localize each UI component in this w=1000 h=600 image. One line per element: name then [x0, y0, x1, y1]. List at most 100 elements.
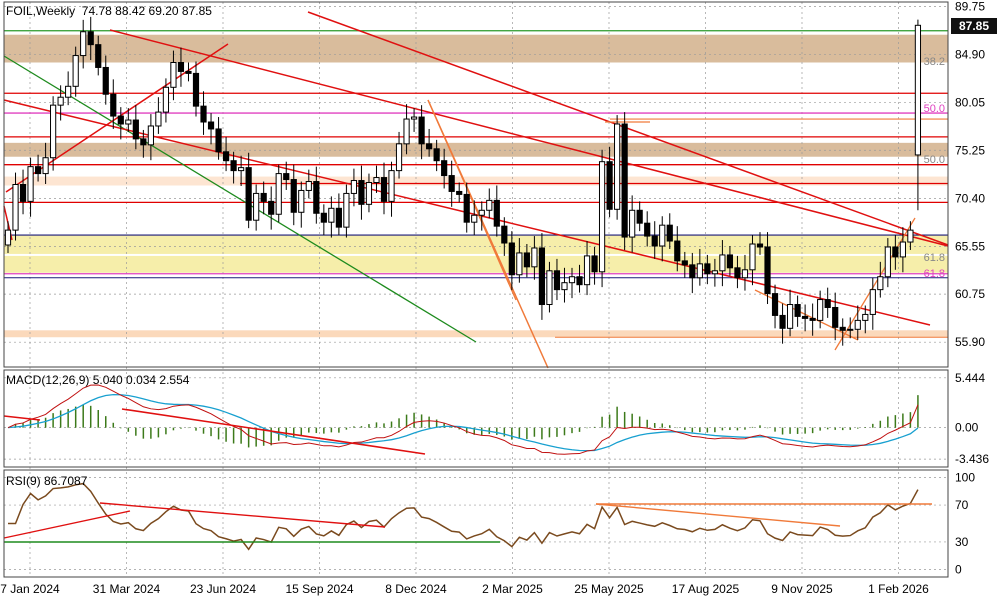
candle-body	[907, 229, 914, 243]
candle-body	[426, 143, 433, 150]
candle-body	[636, 209, 643, 224]
candle-body	[433, 148, 440, 162]
candle-body	[260, 192, 267, 202]
candle-body	[283, 173, 290, 181]
candle-body	[538, 247, 546, 306]
candle-body	[245, 167, 252, 221]
time-tick-label: 17 Aug 2025	[672, 582, 740, 596]
rsi-trend-line	[3, 510, 131, 539]
macd-tick-label: 0.00	[955, 421, 979, 435]
candle-body	[448, 175, 455, 192]
candle-body	[207, 121, 215, 130]
time-tick-label: 9 Nov 2025	[771, 582, 833, 596]
rsi-tick-label: 100	[955, 470, 975, 484]
candle-body	[832, 306, 839, 328]
price-zones	[4, 34, 948, 338]
candle-body	[583, 255, 591, 286]
candle-body	[869, 289, 876, 315]
price-tick-label: 84.90	[955, 48, 985, 62]
fib-level-label: 50.0	[924, 103, 945, 115]
candle-body	[170, 62, 177, 88]
price-tick-label: 80.05	[955, 96, 985, 110]
candle-body	[606, 161, 613, 210]
fib-level-label: 61.8	[924, 268, 945, 280]
fib-level-label: 61.8	[924, 252, 945, 264]
trend-line	[109, 29, 949, 247]
candle-body	[441, 160, 448, 177]
candle-body	[177, 62, 185, 72]
price-tick-label: 70.40	[955, 191, 985, 205]
price-zone	[4, 176, 948, 186]
candle-body	[696, 263, 703, 279]
rsi-line	[8, 482, 919, 551]
grid-lines	[4, 2, 948, 577]
time-tick-label: 2 Mar 2025	[482, 582, 543, 596]
candle-body	[659, 224, 666, 247]
candle-body	[756, 243, 764, 248]
fib-level-label: 38.2	[924, 56, 945, 68]
time-tick-label: 25 May 2025	[574, 582, 644, 596]
candle-body	[388, 170, 395, 202]
candle-body	[50, 104, 57, 159]
macd-panel	[3, 384, 919, 455]
rsi-panel	[3, 482, 932, 551]
candle-body	[380, 177, 388, 202]
candle-body	[110, 93, 117, 117]
candle-body	[478, 209, 485, 216]
candle-body	[140, 138, 147, 146]
candle-body	[155, 111, 162, 127]
price-zone	[4, 142, 948, 157]
candle-body	[365, 182, 373, 205]
time-tick-label: 31 Mar 2024	[93, 582, 161, 596]
candle-body	[95, 44, 102, 68]
candle-body	[786, 304, 794, 329]
candle-body	[523, 252, 530, 268]
candle-body	[734, 267, 741, 279]
candle-body	[794, 304, 801, 317]
candle-body	[147, 125, 154, 146]
candle-body	[877, 276, 884, 291]
candle-body	[192, 72, 200, 107]
candle-body	[847, 328, 854, 331]
candle-body	[328, 207, 335, 223]
candle-body	[456, 190, 463, 195]
candle-body	[598, 161, 606, 273]
candle-body	[42, 157, 49, 175]
macd-tick-label: -3.436	[955, 452, 989, 466]
candle-body	[268, 200, 275, 215]
candle-body	[72, 55, 79, 87]
price-zone	[4, 330, 948, 338]
price-tick-label: 65.55	[955, 239, 985, 253]
candle-body	[4, 229, 12, 246]
rsi-header: RSI(9) 86.7087	[6, 474, 88, 488]
candle-body	[305, 181, 312, 191]
candle-body	[486, 199, 493, 211]
price-zone	[4, 255, 948, 273]
panel-border	[3, 469, 949, 578]
candle-body	[779, 314, 786, 329]
candle-body	[614, 123, 621, 210]
candle-body	[343, 192, 350, 228]
candle-body	[162, 86, 170, 113]
candlestick-series	[4, 16, 922, 346]
candle-body	[704, 263, 711, 275]
candle-body	[350, 180, 358, 194]
candle-body	[651, 235, 658, 247]
candle-body	[215, 128, 222, 153]
candle-body	[125, 119, 132, 125]
fib-annotations: 38.2 50.0 50.0 61.8 61.8	[924, 56, 945, 280]
time-tick-label: 1 Feb 2026	[868, 582, 929, 596]
candle-body	[410, 116, 418, 120]
candle-body	[854, 319, 861, 330]
candle-body	[19, 184, 27, 202]
candle-body	[892, 246, 899, 258]
candle-body	[117, 115, 124, 125]
candle-body	[34, 166, 42, 175]
price-zone	[4, 235, 948, 254]
candle-body	[681, 260, 688, 266]
candle-body	[862, 313, 869, 321]
candle-body	[553, 270, 561, 291]
candle-body	[65, 85, 72, 98]
candle-body	[749, 243, 756, 271]
